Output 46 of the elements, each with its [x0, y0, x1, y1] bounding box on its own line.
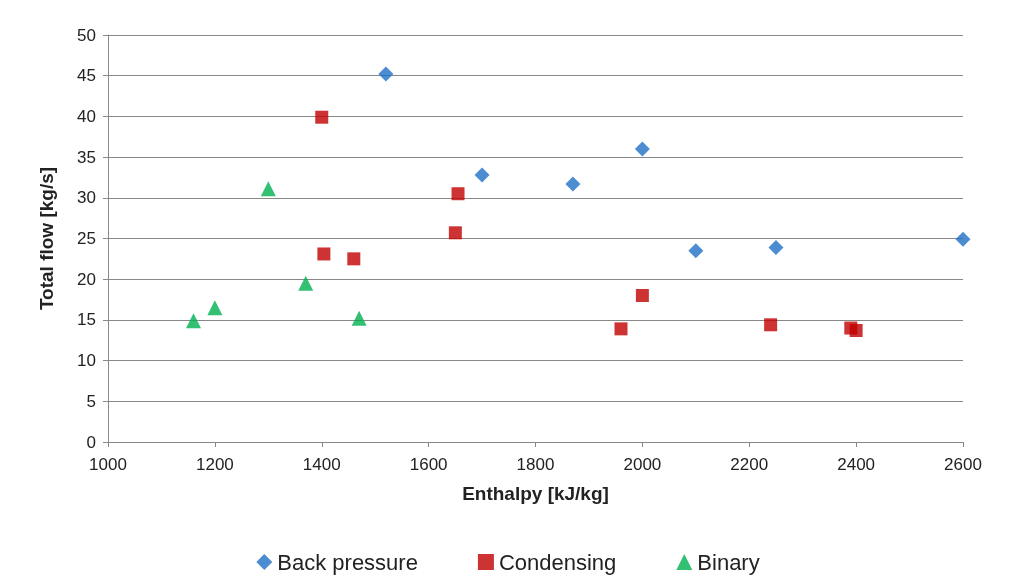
x-tick-label: 2000 [623, 455, 662, 474]
point [849, 323, 863, 337]
point [186, 313, 201, 329]
legend-label: Condensing [498, 549, 617, 575]
x-tick-label: 1600 [409, 455, 448, 474]
point [298, 275, 314, 291]
y-tick-label: 45 [77, 66, 96, 86]
point [768, 239, 784, 255]
x-tick-label: 2400 [837, 455, 876, 474]
point [635, 288, 649, 302]
legend-label: Back pressure [277, 549, 418, 575]
point [474, 167, 490, 183]
point [260, 181, 276, 197]
point [688, 243, 704, 259]
x-tick-label: 1800 [516, 455, 555, 474]
point [764, 318, 778, 332]
x-tick-label: 2200 [730, 455, 769, 474]
y-tick-label: 35 [77, 147, 96, 167]
x-tick-label: 1000 [89, 455, 127, 474]
point [347, 252, 361, 266]
x-tick-label: 1400 [302, 455, 341, 474]
point [955, 231, 971, 247]
y-tick-label: 0 [86, 432, 96, 452]
point [317, 247, 331, 261]
y-tick-label: 40 [77, 106, 96, 126]
point [351, 310, 367, 326]
legend-label: Binary [697, 549, 760, 575]
x-tick-label: 2600 [944, 455, 982, 474]
y-tick-label: 5 [86, 391, 96, 411]
point [315, 110, 329, 124]
x-axis-title: Enthalpy [kJ/kg] [462, 483, 609, 504]
y-tick-label: 15 [77, 310, 96, 330]
point [207, 300, 223, 316]
y-tick-label: 10 [77, 351, 96, 371]
x-tick-label: 1200 [195, 455, 234, 474]
point [448, 226, 462, 240]
y-tick-label: 20 [77, 269, 96, 289]
point [634, 141, 650, 157]
y-axis-title: Total flow [kg/s] [36, 166, 57, 311]
y-tick-label: 25 [77, 229, 96, 248]
y-tick-label: 30 [77, 188, 96, 208]
point [378, 66, 394, 82]
point [565, 176, 581, 192]
point [614, 322, 628, 336]
y-tick-label: 50 [77, 25, 96, 45]
point [451, 187, 465, 201]
